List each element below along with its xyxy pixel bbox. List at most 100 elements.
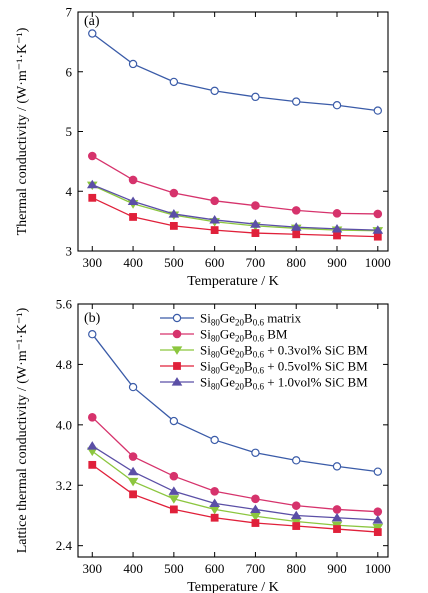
filled-circle-marker (332, 209, 342, 218)
open-circle-marker (332, 101, 342, 110)
legend-label: Si80Ge20B0.6 + 1.0vol% SiC BM (200, 375, 368, 392)
open-circle-marker (292, 97, 301, 106)
series-1 (88, 29, 383, 115)
series-2 (87, 412, 383, 516)
series-line (91, 333, 378, 473)
x-axis-title: Temperature / K (187, 580, 279, 593)
series-4 (88, 193, 382, 241)
filled-circle-marker (291, 501, 301, 510)
x-tick-label: 300 (83, 561, 103, 576)
y-tick-label: 4.0 (56, 417, 72, 432)
square-marker (88, 193, 97, 202)
filled-circle-marker (373, 507, 383, 516)
x-tick-label: 1000 (365, 255, 391, 270)
filled-circle-marker (169, 188, 179, 198)
x-tick-label: 800 (286, 255, 306, 270)
x-tick-label: 900 (327, 561, 347, 576)
filled-circle-marker (128, 452, 138, 461)
filled-circle-marker (87, 412, 97, 422)
square-marker (251, 519, 260, 527)
square-marker (251, 229, 260, 237)
up-triangle-marker (168, 209, 180, 218)
legend-filled-circle-marker (172, 329, 182, 339)
y-axis-title: Lattice thermal conductivity / (W·m⁻¹·K⁻… (15, 307, 30, 553)
legend-label: Si80Ge20B0.6 + 0.5vol% SiC BM (200, 359, 368, 376)
square-marker (129, 213, 137, 221)
filled-circle-marker (210, 486, 219, 496)
filled-circle-marker (128, 175, 138, 185)
filled-circle-marker (291, 206, 301, 215)
up-triangle-marker (372, 225, 384, 234)
filled-circle-marker (169, 471, 179, 481)
legend-square-marker (173, 362, 181, 370)
legend-item: Si80Ge20B0.6 matrix (160, 311, 302, 328)
up-triangle-marker (86, 441, 98, 450)
up-triangle-marker (127, 466, 139, 476)
series-5 (86, 441, 384, 524)
series-line (91, 416, 378, 513)
panel-a-thermal-conductivity-chart: 300 400 500 600 700 800 900 1000 3 4 5 6 7 Temperatur… (15, 5, 391, 290)
square-marker (292, 230, 301, 239)
up-triangle-marker (331, 223, 343, 233)
x-tick-label: 500 (164, 255, 184, 270)
legend-open-circle-marker (172, 313, 182, 323)
legend-item: Si80Ge20B0.6 + 1.0vol% SiC BM (160, 375, 368, 392)
legend-up-triangle-marker (171, 377, 183, 386)
x-tick-label: 500 (164, 561, 184, 576)
square-marker (373, 528, 382, 536)
open-circle-marker (251, 92, 260, 102)
y-tick-label: 6 (66, 64, 73, 79)
series-line (91, 464, 378, 533)
series-line (92, 197, 378, 238)
series-line (92, 184, 378, 232)
filled-circle-marker (332, 505, 342, 514)
y-axis-title: Thermal conductivity / (W·m⁻¹·K⁻¹) (15, 27, 30, 235)
y-tick-label: 2.4 (56, 538, 73, 553)
x-tick-label: 400 (123, 561, 143, 576)
legend-label: Si80Ge20B0.6 BM (200, 327, 288, 344)
up-triangle-marker (290, 510, 302, 520)
x-tick-label: 900 (327, 255, 347, 270)
panel-label: (a) (84, 14, 100, 29)
y-tick-label: 7 (66, 5, 73, 20)
open-circle-marker (169, 77, 179, 87)
open-circle-marker (251, 448, 260, 457)
x-tick-label: 1000 (365, 561, 391, 576)
down-triangle-marker (372, 523, 384, 533)
filled-circle-marker (87, 151, 97, 161)
legend-down-triangle-marker (171, 346, 183, 355)
open-circle-marker (88, 330, 97, 339)
down-triangle-marker (127, 477, 139, 487)
panel-label: (b) (84, 311, 101, 326)
up-triangle-marker (372, 515, 384, 524)
filled-circle-marker (251, 201, 260, 210)
filled-circle-marker (251, 494, 260, 504)
series-3 (86, 447, 384, 533)
square-marker (169, 505, 178, 514)
plot-frame (77, 303, 389, 558)
up-triangle-marker (168, 486, 180, 495)
up-triangle-marker (331, 512, 343, 522)
legend-label: Si80Ge20B0.6 + 0.3vol% SiC BM (200, 343, 368, 360)
series-line (91, 450, 378, 529)
up-triangle-marker (209, 215, 220, 224)
open-circle-marker (169, 416, 179, 426)
series-1 (88, 330, 383, 476)
x-tick-label: 400 (123, 255, 143, 270)
legend-label: Si80Ge20B0.6 matrix (200, 311, 302, 328)
series-5 (86, 179, 384, 234)
series-line (91, 32, 378, 112)
open-circle-marker (373, 467, 383, 476)
series-2 (87, 151, 383, 219)
y-tick-label: 3 (66, 244, 73, 259)
open-circle-marker (292, 456, 301, 465)
square-marker (88, 460, 97, 469)
open-circle-marker (210, 435, 219, 445)
square-marker (333, 525, 341, 533)
series-4 (88, 460, 382, 536)
square-marker (210, 513, 219, 522)
filled-circle-marker (210, 196, 219, 206)
open-circle-marker (88, 29, 97, 38)
